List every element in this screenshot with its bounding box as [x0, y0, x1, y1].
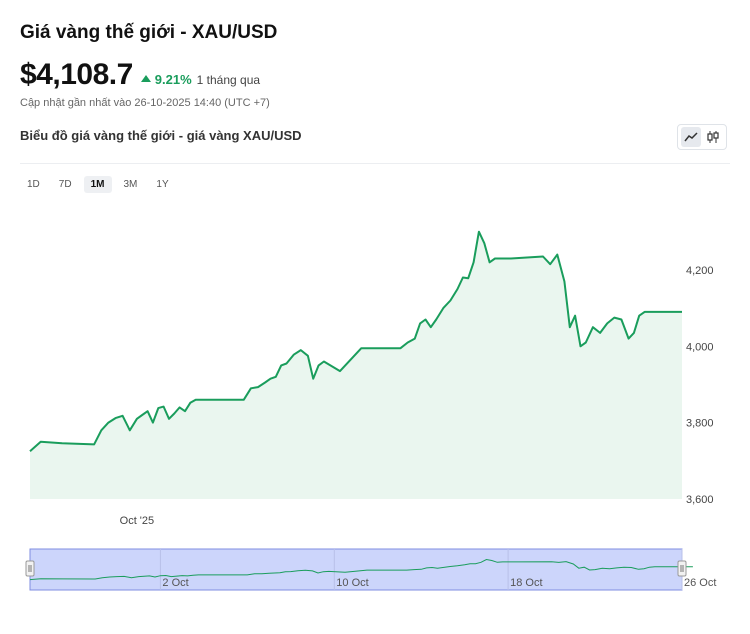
candlestick-icon[interactable]	[703, 127, 723, 147]
change-period: 1 tháng qua	[196, 73, 261, 87]
range-3m[interactable]: 3M	[123, 179, 138, 190]
page-title: Giá vàng thế giới - XAU/USD	[20, 22, 278, 43]
price-line	[29, 230, 682, 453]
range-1d[interactable]: 1D	[27, 179, 40, 190]
chart-view-toggle	[677, 124, 727, 150]
navigator-left-handle[interactable]	[25, 560, 35, 577]
y-tick-label: 3,600	[686, 494, 714, 506]
y-tick-label: 4,000	[686, 341, 714, 353]
last-updated: Cập nhật gần nhất vào 26-10-2025 14:40 (…	[20, 97, 270, 109]
y-tick-label: 3,800	[686, 418, 714, 430]
up-arrow-icon	[140, 75, 151, 82]
handle-grip-icon	[25, 560, 35, 577]
navigator-label: 18 Oct	[510, 577, 542, 589]
x-tick-label: Oct '25	[120, 515, 155, 527]
price-area-fill	[30, 231, 682, 499]
current-price: $4,108.7	[20, 58, 133, 91]
navigator-right-handle[interactable]	[677, 560, 687, 577]
navigator-label: 10 Oct	[336, 577, 368, 589]
change-percent: 9.21%	[154, 72, 192, 87]
range-1y[interactable]: 1Y	[156, 179, 169, 190]
line-chart-icon[interactable]	[681, 127, 701, 147]
header-divider	[20, 163, 730, 164]
navigator-label: 26 Oct	[684, 577, 716, 589]
y-tick-label: 4,200	[686, 265, 714, 277]
navigator-label: 2 Oct	[162, 577, 188, 589]
time-range-selector: 1D 7D 1M 3M 1Y	[20, 176, 181, 193]
handle-grip-icon	[677, 560, 687, 577]
range-7d[interactable]: 7D	[58, 179, 72, 190]
price-summary: $4,108.7 9.21% 1 tháng qua	[20, 58, 260, 92]
navigator-series-line	[29, 558, 693, 581]
range-1m[interactable]: 1M	[83, 176, 112, 193]
chart-heading: Biểu đồ giá vàng thế giới - giá vàng XAU…	[20, 128, 302, 143]
